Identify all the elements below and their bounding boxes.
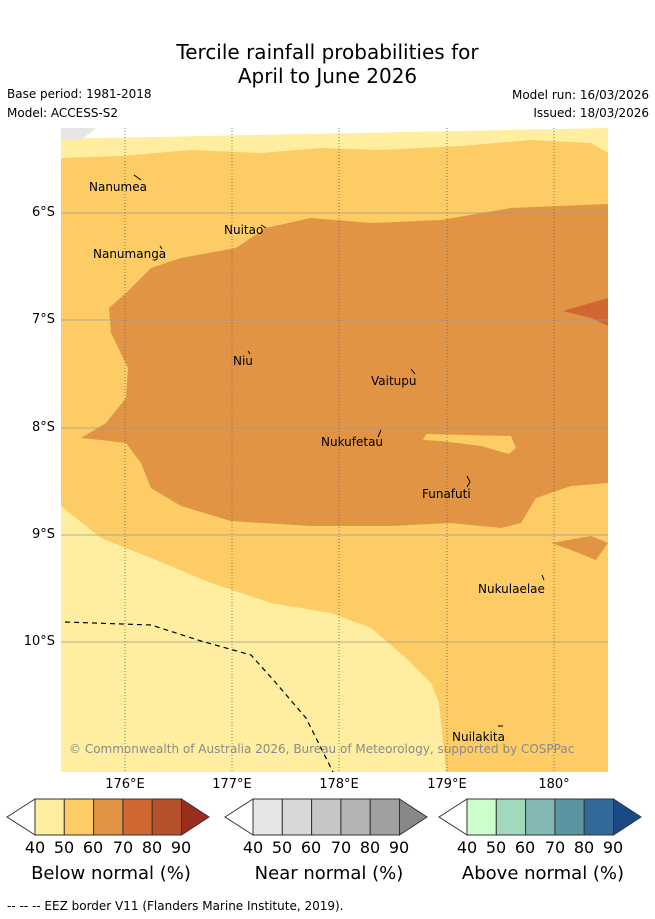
legend-above-tick-80: 80	[573, 838, 595, 857]
lat-label-9s: 9°S	[31, 527, 55, 542]
legend-below-swatch-50	[63, 798, 95, 836]
legend-below-normal-bar	[6, 798, 210, 836]
place-nanumanga: Nanumanga	[93, 247, 167, 261]
title-line-2: April to June 2026	[237, 64, 418, 88]
below-normal-70-patch	[563, 298, 608, 326]
title-line-1: Tercile rainfall probabilities for	[176, 40, 479, 64]
legend-below-swatch-80	[151, 798, 182, 836]
place-funafuti: Funafuti	[422, 487, 471, 501]
map-canvas	[61, 128, 608, 772]
legend-near-normal-bar	[224, 798, 428, 836]
island-nukufetau-shape	[377, 429, 382, 438]
legend-below-tick-70: 70	[112, 838, 134, 857]
legend-above-swatch-50	[495, 798, 527, 836]
place-nuilakita: Nuilakita	[452, 730, 505, 744]
legend-below-arrow-left	[6, 798, 36, 836]
lon-label-179e: 179°E	[427, 777, 467, 792]
lat-label-8s: 8°S	[31, 420, 55, 435]
below-normal-50-patch	[423, 434, 516, 454]
legend-above-swatch-80	[583, 798, 614, 836]
below-normal-40-band	[61, 506, 446, 772]
issued-date: Issued: 18/03/2026	[533, 106, 649, 120]
island-vaitupu-shape	[410, 368, 416, 375]
legend-above-tick-50: 50	[485, 838, 507, 857]
lon-label-176e: 176°E	[105, 777, 145, 792]
legend-below-normal: 40 50 60 70 80 90 Below normal (%)	[6, 798, 216, 893]
legend-above-arrow-right	[613, 798, 642, 836]
legend-above-tick-90: 90	[602, 838, 624, 857]
near-normal-patch-top	[61, 128, 96, 140]
lon-label-180: 180°	[538, 777, 570, 792]
island-niu-shape	[247, 350, 251, 355]
place-nuitao: Nuitao	[224, 223, 264, 237]
legend-near-tick-70: 70	[330, 838, 352, 857]
legend-below-tick-50: 50	[53, 838, 75, 857]
legend-below-tick-60: 60	[82, 838, 104, 857]
legend-below-swatch-40	[34, 798, 65, 836]
legend-above-swatch-40	[466, 798, 497, 836]
model-name: Model: ACCESS-S2	[7, 106, 119, 120]
legend-near-swatch-50	[281, 798, 313, 836]
island-nukulaelae-shape	[541, 574, 545, 581]
map-title: Tercile rainfall probabilities for April…	[0, 40, 655, 88]
legend-near-tick-80: 80	[359, 838, 381, 857]
legend-near-swatch-70	[340, 798, 371, 836]
legend-near-arrow-left	[224, 798, 254, 836]
legend-near-title: Near normal (%)	[254, 863, 404, 884]
below-normal-60-patch	[551, 536, 608, 560]
legend-above-swatch-70	[554, 798, 585, 836]
legend-above-title: Above normal (%)	[461, 863, 625, 884]
legend-below-tick-40: 40	[24, 838, 46, 857]
lon-label-178e: 178°E	[319, 777, 359, 792]
legend-below-title: Below normal (%)	[31, 863, 191, 884]
place-nanumea: Nanumea	[89, 180, 147, 194]
legend-above-tick-70: 70	[544, 838, 566, 857]
place-niu: Niu	[233, 354, 253, 368]
legend-near-normal: 40 50 60 70 80 90 Near normal (%)	[224, 798, 434, 893]
place-nukulaelae: Nukulaelae	[478, 582, 545, 596]
lat-label-7s: 7°S	[31, 312, 55, 327]
legend-near-tick-40: 40	[242, 838, 264, 857]
model-run: Model run: 16/03/2026	[511, 88, 649, 102]
island-nanumea-shape	[133, 174, 142, 181]
place-vaitupu: Vaitupu	[371, 374, 417, 388]
legend-below-arrow-right	[181, 798, 210, 836]
lat-label-10s: 10°S	[23, 634, 55, 649]
legend-below-tick-90: 90	[170, 838, 192, 857]
legend-above-tick-40: 40	[456, 838, 478, 857]
island-nuitao-shape	[260, 224, 267, 229]
legend-above-swatch-60	[525, 798, 556, 836]
copyright-notice: © Commonwealth of Australia 2026, Bureau…	[69, 742, 575, 756]
below-normal-60-core	[81, 204, 608, 528]
legend-near-arrow-right	[399, 798, 428, 836]
lon-label-177e: 177°E	[212, 777, 252, 792]
base-period: Base period: 1981-2018	[7, 87, 152, 101]
legend-near-tick-60: 60	[300, 838, 322, 857]
island-nanumanga-shape	[159, 245, 163, 250]
eez-border	[64, 621, 334, 772]
legend-near-tick-90: 90	[388, 838, 410, 857]
eez-footnote: -- -- -- EEZ border V11 (Flanders Marine…	[7, 899, 344, 913]
map-panel[interactable]: Nanumea Nuitao Nanumanga Niu Vaitupu Nuk…	[61, 128, 608, 772]
legend-below-swatch-60	[93, 798, 124, 836]
legend-above-normal: 40 50 60 70 80 90 Above normal (%)	[438, 798, 648, 893]
legend-below-tick-80: 80	[141, 838, 163, 857]
island-funafuti-shape	[466, 475, 471, 488]
legend-above-normal-bar	[438, 798, 642, 836]
legend-below-swatch-70	[122, 798, 153, 836]
place-nukufetau: Nukufetau	[321, 435, 384, 449]
legend-above-arrow-left	[438, 798, 468, 836]
legend-near-swatch-60	[311, 798, 342, 836]
lat-label-6s: 6°S	[31, 205, 55, 220]
legend-near-swatch-80	[369, 798, 400, 836]
legend-above-tick-60: 60	[514, 838, 536, 857]
legend-near-swatch-40	[252, 798, 283, 836]
legend-near-tick-50: 50	[271, 838, 293, 857]
